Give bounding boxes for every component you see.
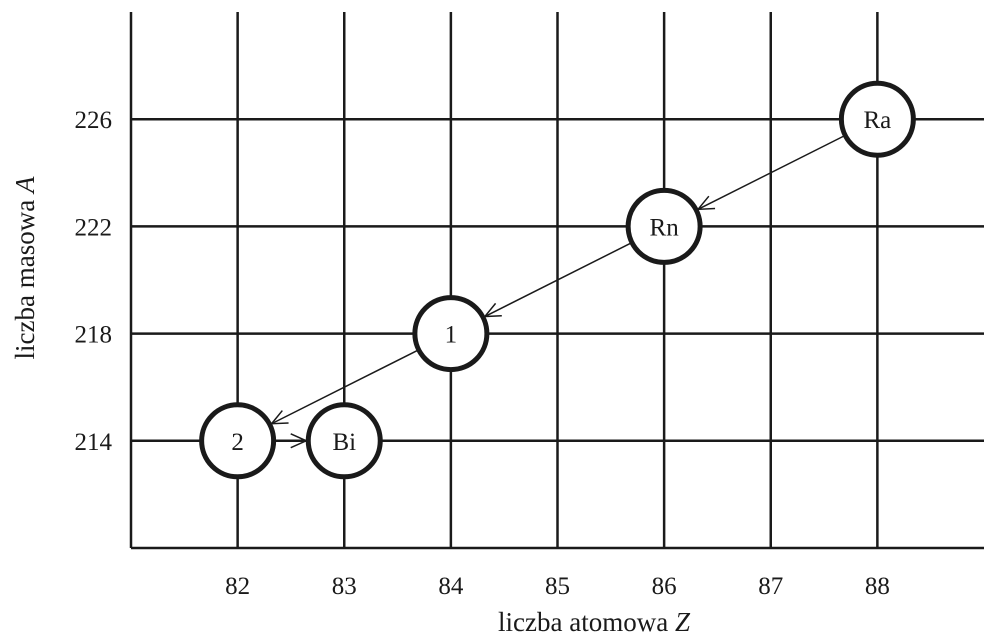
y-tick-label: 226 <box>75 107 113 134</box>
arrow-Rn-1 <box>484 241 633 318</box>
grid <box>131 12 984 548</box>
nuclide-Bi-label: Bi <box>332 429 356 456</box>
nuclide-nodes: Ra Rn 1 2 Bi <box>199 80 916 480</box>
y-tick-label: 218 <box>75 322 113 349</box>
x-tick-label: 86 <box>652 573 677 600</box>
y-tick-label: 222 <box>75 214 113 241</box>
nuclide-Ra-circle <box>838 80 916 158</box>
x-tick-label: 87 <box>758 573 783 600</box>
arrow-1-2 <box>271 349 420 425</box>
x-axis-title: liczba atomowa Z <box>498 607 691 637</box>
nuclide-1-circle <box>412 295 490 373</box>
nuclide-1-label: 1 <box>445 322 458 349</box>
nuclide-2-circle <box>199 402 277 480</box>
nuclide-Bi-circle <box>305 402 383 480</box>
nuclide-Rn-circle <box>625 187 703 265</box>
x-tick-label: 85 <box>545 573 570 600</box>
nuclide-Ra-label: Ra <box>863 107 891 134</box>
y-tick-label: 214 <box>75 429 113 456</box>
tick-labels: 82 83 84 85 86 87 88 214 218 222 226 <box>75 107 890 600</box>
x-tick-label: 84 <box>438 573 464 600</box>
nuclide-Rn-label: Rn <box>650 214 680 241</box>
axes <box>129 12 984 550</box>
nuclide-2-label: 2 <box>231 429 244 456</box>
arrow-Ra-Rn <box>697 134 846 211</box>
x-tick-label: 88 <box>865 573 890 600</box>
x-tick-label: 83 <box>332 573 357 600</box>
x-tick-label: 82 <box>225 573 250 600</box>
y-axis-title: liczba masowa A <box>10 176 40 359</box>
